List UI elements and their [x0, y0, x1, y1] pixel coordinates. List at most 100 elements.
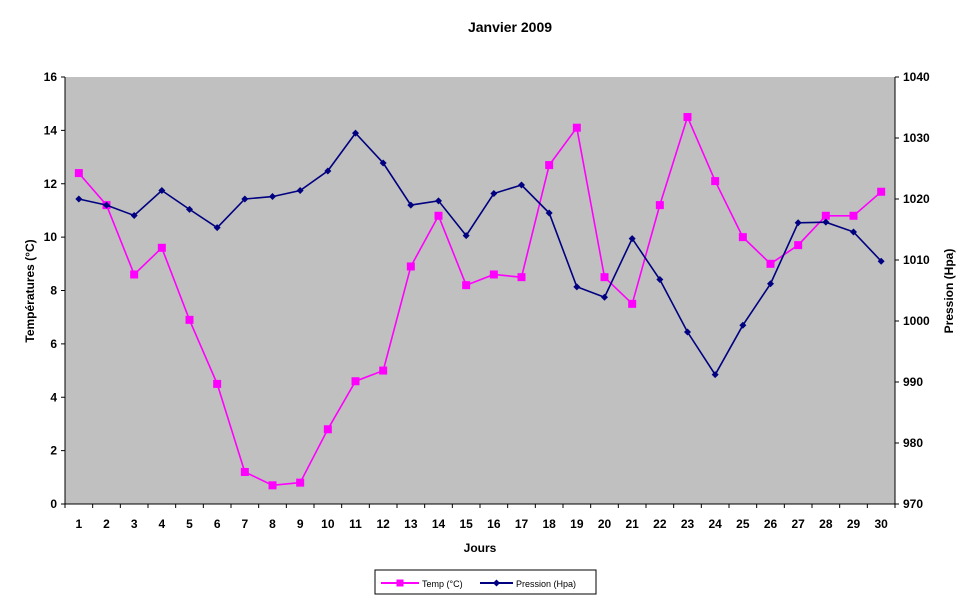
data-point	[213, 379, 222, 388]
data-point	[462, 232, 470, 240]
data-point	[489, 270, 498, 279]
x-tick-label: 27	[791, 517, 805, 531]
data-point	[766, 259, 775, 268]
x-tick-label: 22	[653, 517, 667, 531]
data-point	[821, 211, 830, 220]
data-point	[545, 209, 553, 217]
x-tick-label: 30	[874, 517, 888, 531]
data-point	[794, 241, 803, 250]
data-point	[158, 186, 166, 194]
series-line	[78, 114, 882, 487]
left-tick-label: 2	[50, 444, 57, 458]
data-point	[269, 193, 276, 201]
x-tick-label: 15	[459, 517, 473, 531]
data-point	[877, 257, 885, 265]
left-tick-label: 10	[44, 230, 58, 244]
x-tick-label: 14	[432, 517, 446, 531]
data-point	[186, 205, 193, 213]
data-point	[684, 328, 691, 336]
right-axis-ticks: 970 980 990 1000 1010 1020 1030 1040	[895, 70, 930, 511]
right-tick-label: 1030	[903, 131, 930, 145]
x-tick-label: 10	[321, 517, 335, 531]
data-point	[157, 243, 166, 252]
data-point	[490, 190, 498, 198]
plot-area	[65, 77, 895, 504]
series-pressure	[75, 129, 885, 379]
data-point	[601, 293, 608, 301]
x-tick-label: 23	[681, 517, 695, 531]
x-tick-label: 20	[598, 517, 612, 531]
x-tick-label: 26	[764, 517, 778, 531]
data-point	[462, 281, 471, 290]
x-tick-label: 17	[515, 517, 529, 531]
data-point	[711, 371, 719, 379]
series-line	[78, 131, 882, 377]
data-point	[628, 235, 636, 243]
x-tick-label: 18	[542, 517, 556, 531]
data-point	[849, 211, 858, 220]
data-point	[767, 280, 774, 288]
x-tick-label: 5	[186, 517, 193, 531]
data-point	[379, 366, 388, 375]
legend-pressure-label: Pression (Hpa)	[516, 579, 576, 589]
series-temperature	[74, 113, 886, 490]
x-tick-label: 28	[819, 517, 833, 531]
left-tick-label: 8	[50, 284, 57, 298]
chart-title: Janvier 2009	[468, 19, 552, 35]
left-tick-label: 12	[44, 177, 58, 191]
data-point	[185, 315, 194, 324]
x-tick-label: 7	[241, 517, 248, 531]
data-point	[517, 273, 526, 282]
data-point	[822, 218, 830, 226]
data-point	[628, 299, 637, 308]
data-point	[738, 233, 747, 242]
data-point	[75, 195, 83, 203]
right-tick-label: 1000	[903, 314, 930, 328]
x-tick-label: 9	[297, 517, 304, 531]
x-axis-ticks: 1 2 3 4 5 6 7 8 9 10 11 12 13 14 15 16 17 18 19 20 21 22 23 24 2…	[64, 504, 896, 531]
x-tick-label: 13	[404, 517, 418, 531]
data-point	[296, 186, 304, 194]
x-tick-label: 6	[214, 517, 221, 531]
left-tick-label: 4	[50, 390, 57, 404]
right-tick-label: 970	[903, 497, 923, 511]
x-tick-label: 24	[708, 517, 722, 531]
data-point	[739, 321, 747, 329]
x-tick-label: 1	[75, 517, 82, 531]
right-tick-label: 990	[903, 375, 923, 389]
x-tick-label: 3	[131, 517, 138, 531]
data-point	[655, 201, 664, 210]
data-point	[794, 219, 802, 227]
data-point	[434, 211, 443, 220]
left-tick-label: 6	[50, 337, 57, 351]
x-tick-label: 16	[487, 517, 501, 531]
data-point	[600, 273, 609, 282]
data-point	[324, 167, 332, 175]
data-point	[877, 187, 886, 196]
right-tick-label: 1040	[903, 70, 930, 84]
data-point	[130, 270, 139, 279]
x-axis-title: Jours	[464, 541, 497, 555]
x-tick-label: 12	[376, 517, 390, 531]
data-point	[435, 197, 442, 205]
data-point	[379, 159, 387, 167]
right-y-axis-title: Pression (Hpa)	[942, 249, 956, 334]
data-point	[352, 129, 359, 137]
legend-temp-marker	[396, 579, 404, 587]
right-tick-label: 980	[903, 436, 923, 450]
series-layer	[74, 113, 886, 490]
data-point	[268, 481, 277, 490]
data-point	[103, 201, 110, 209]
data-point	[241, 195, 249, 203]
data-point	[518, 181, 525, 189]
legend-pressure-marker	[493, 579, 500, 587]
left-tick-label: 14	[44, 123, 58, 137]
data-point	[406, 262, 415, 271]
x-tick-label: 11	[349, 517, 362, 531]
right-tick-label: 1020	[903, 192, 930, 206]
right-tick-label: 1010	[903, 253, 930, 267]
data-point	[545, 161, 554, 170]
left-tick-label: 0	[50, 497, 57, 511]
data-point	[683, 113, 692, 122]
